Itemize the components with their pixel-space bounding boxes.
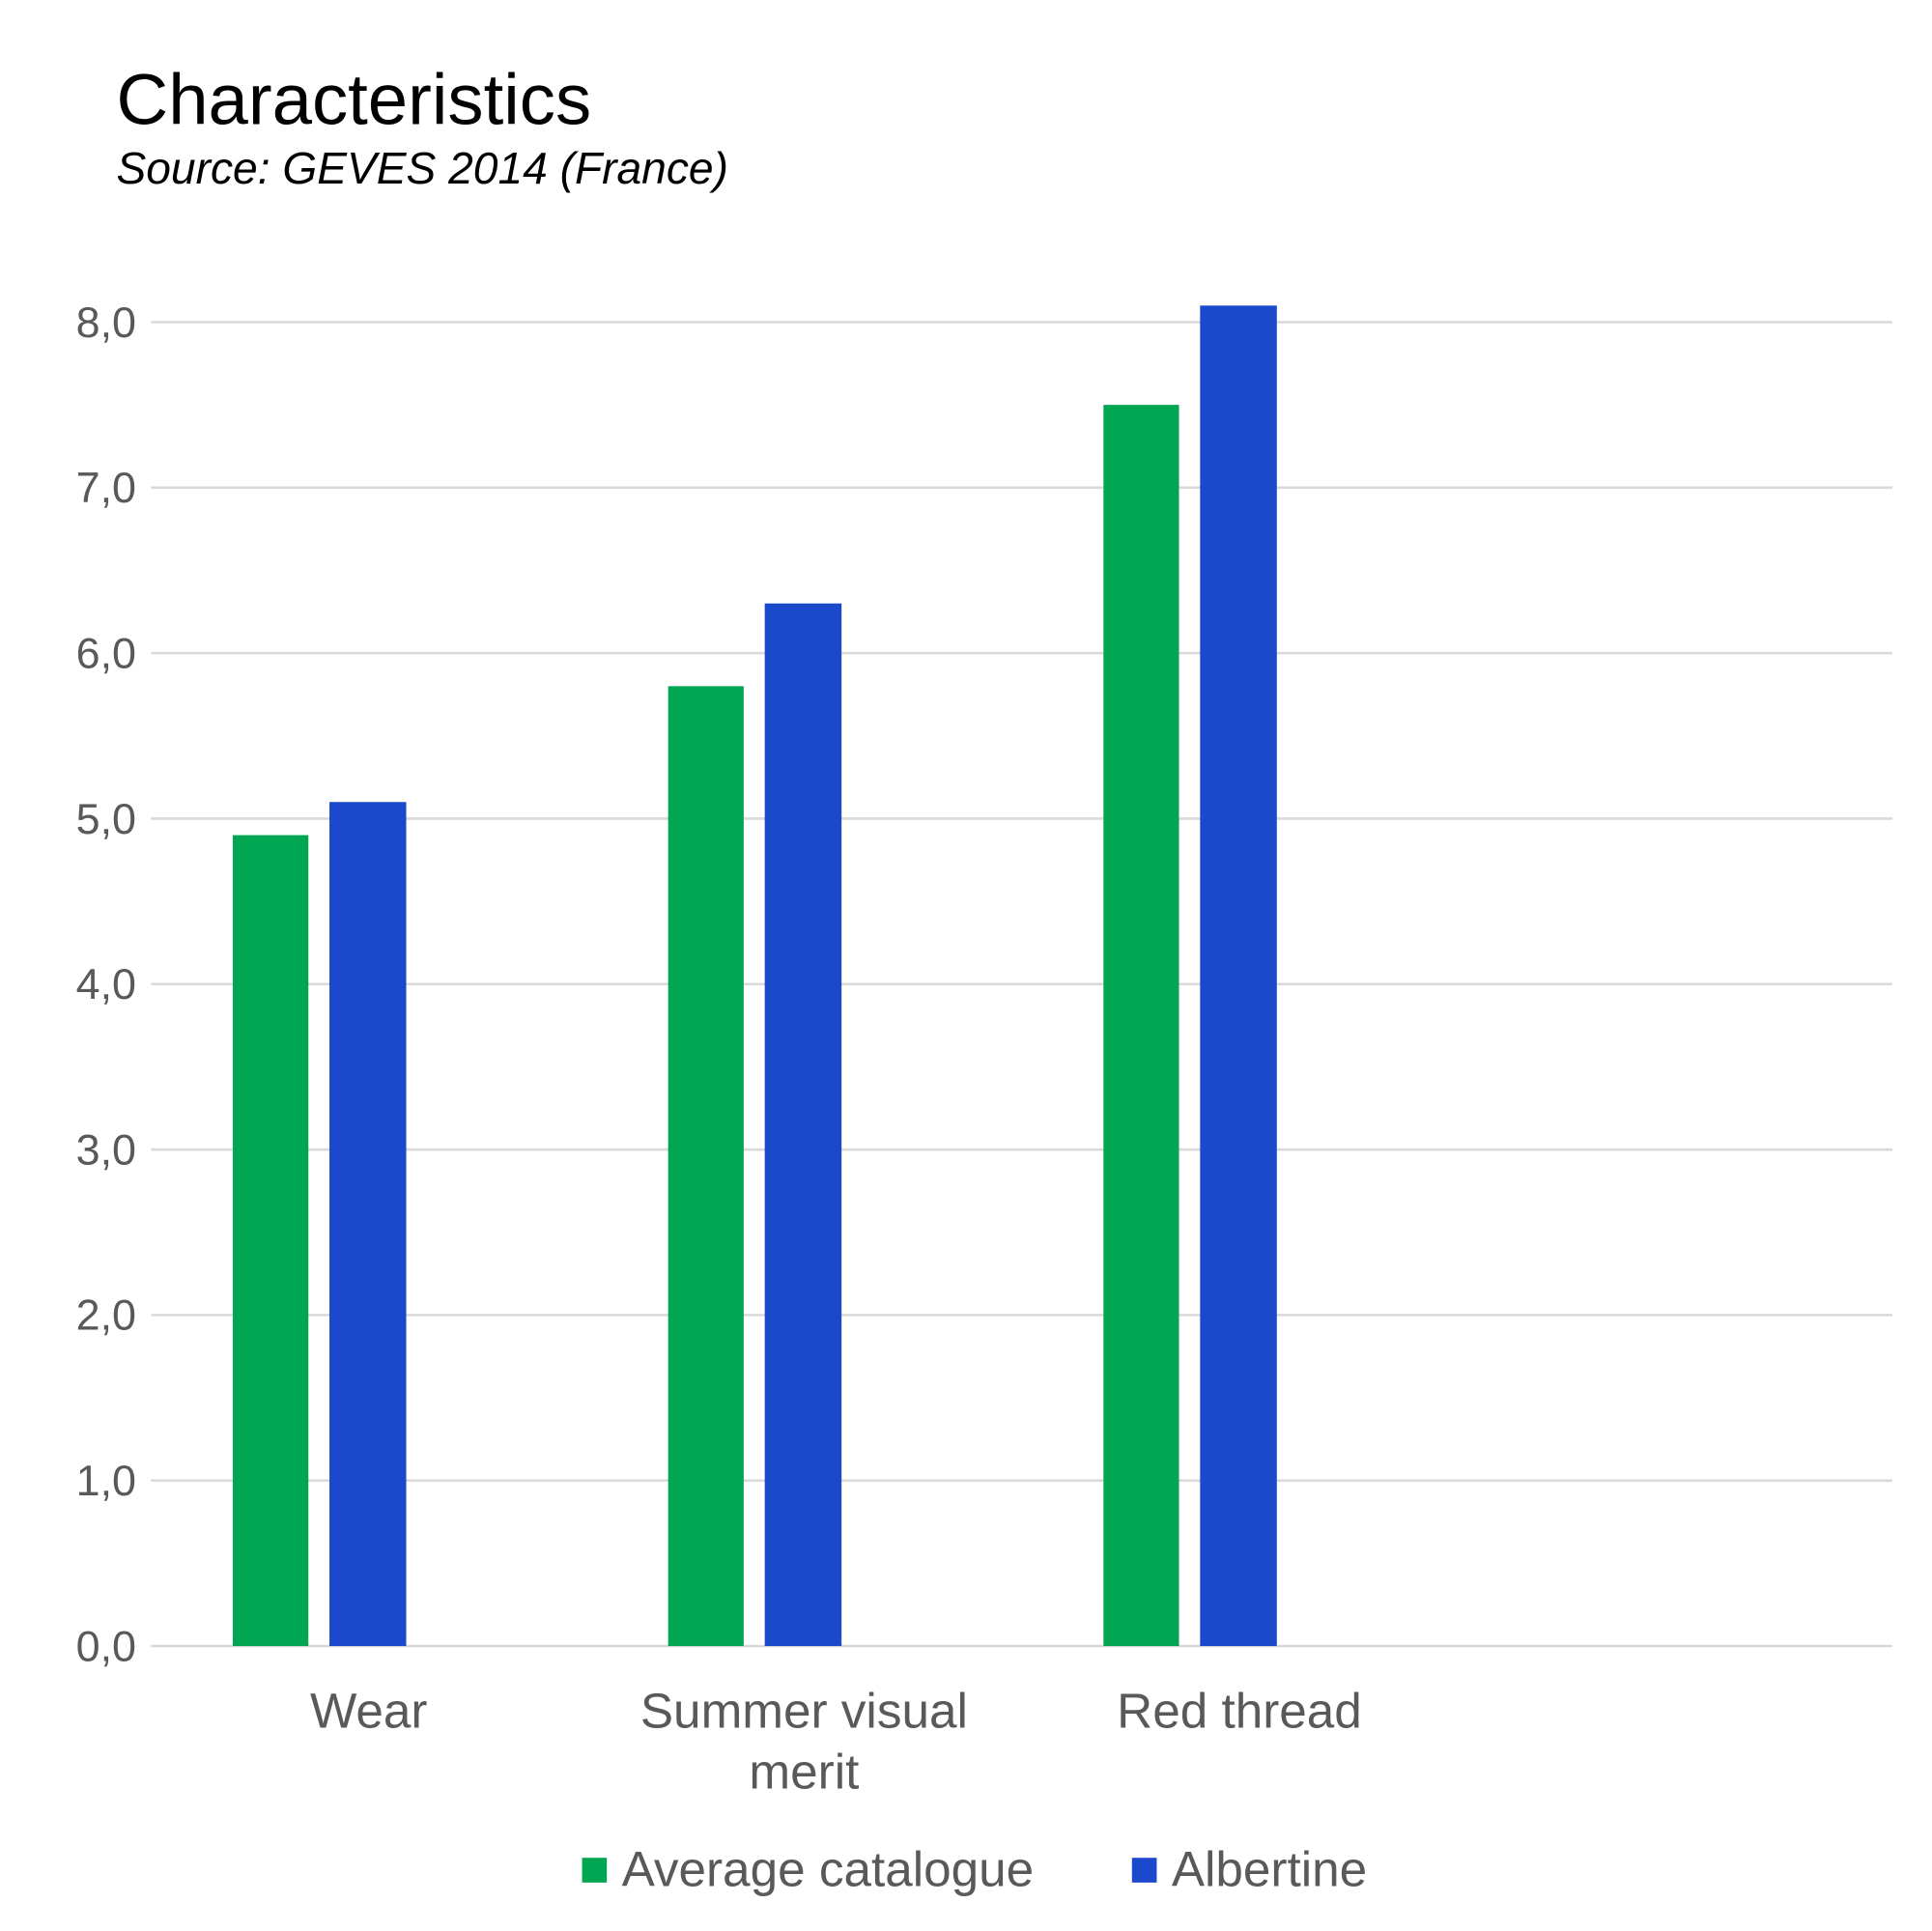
- bar: [233, 835, 309, 1646]
- y-tick-label: 4,0: [76, 959, 136, 1008]
- y-tick-label: 2,0: [76, 1291, 136, 1340]
- y-tick-label: 0,0: [76, 1621, 136, 1670]
- bar: [329, 802, 407, 1646]
- chart-title: Characteristics: [117, 59, 592, 139]
- bar: [764, 603, 842, 1646]
- x-category-label: Red thread: [1117, 1684, 1362, 1739]
- legend-label: Albertine: [1172, 1842, 1367, 1897]
- y-tick-label: 7,0: [76, 463, 136, 512]
- y-tick-label: 6,0: [76, 628, 136, 677]
- bar: [1200, 305, 1277, 1646]
- chart-subtitle: Source: GEVES 2014 (France): [117, 143, 728, 193]
- legend-swatch: [1131, 1858, 1157, 1883]
- x-category-label: Summer visual: [640, 1684, 968, 1739]
- y-tick-label: 3,0: [76, 1124, 136, 1174]
- y-tick-label: 1,0: [76, 1456, 136, 1505]
- y-tick-label: 8,0: [76, 298, 136, 347]
- legend-swatch: [582, 1858, 608, 1883]
- x-category-label: Wear: [310, 1684, 428, 1739]
- legend-label: Average catalogue: [622, 1842, 1035, 1897]
- bar: [1103, 405, 1179, 1646]
- bar: [668, 686, 744, 1646]
- x-category-label: merit: [749, 1744, 859, 1799]
- y-tick-label: 5,0: [76, 794, 136, 843]
